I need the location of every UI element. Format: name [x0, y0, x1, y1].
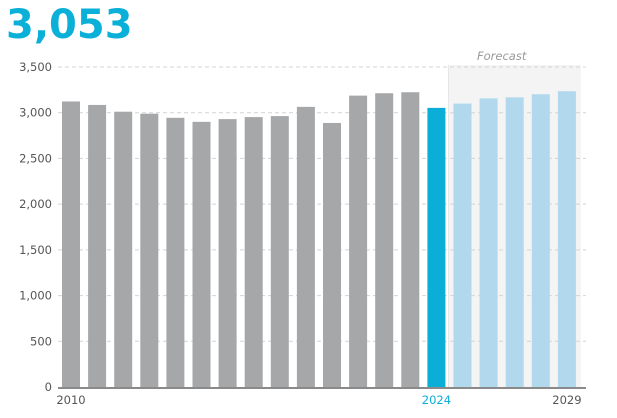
bar-2026 — [479, 98, 498, 388]
y-tick-label: 0 — [45, 380, 52, 394]
bar-2023 — [401, 92, 420, 387]
bar-2024 — [427, 107, 446, 388]
bar-2016 — [218, 119, 237, 387]
bar-2027 — [505, 97, 524, 388]
bar-2028 — [531, 94, 550, 387]
y-tick-label: 2,000 — [19, 197, 52, 211]
y-tick-label: 3,500 — [19, 60, 52, 74]
y-tick-label: 1,500 — [19, 243, 52, 257]
bar-2014 — [166, 117, 185, 387]
bar-2010 — [62, 101, 80, 388]
x-tick-label: 2010 — [56, 393, 85, 407]
bar-2021 — [349, 95, 368, 388]
y-tick-label: 1,000 — [19, 289, 52, 303]
headline-value: 3,053 — [6, 2, 133, 48]
bar-2025 — [453, 103, 472, 388]
bar-2029 — [557, 91, 576, 387]
y-tick-label: 500 — [30, 334, 52, 348]
bar-2019 — [296, 106, 315, 387]
bar-2022 — [375, 93, 394, 388]
x-tick-label: 2029 — [552, 393, 581, 407]
y-tick-label: 2,500 — [19, 151, 52, 165]
y-tick-label: 3,000 — [19, 106, 52, 120]
bar-2017 — [244, 117, 263, 388]
x-tick-label: 2024 — [422, 393, 451, 407]
bar-2018 — [270, 116, 289, 388]
bar-2015 — [192, 121, 211, 387]
bar-2020 — [323, 122, 341, 387]
bar-2011 — [88, 104, 107, 387]
bar-2013 — [140, 113, 159, 387]
bar-2012 — [114, 111, 133, 388]
forecast-label: Forecast — [477, 49, 527, 63]
